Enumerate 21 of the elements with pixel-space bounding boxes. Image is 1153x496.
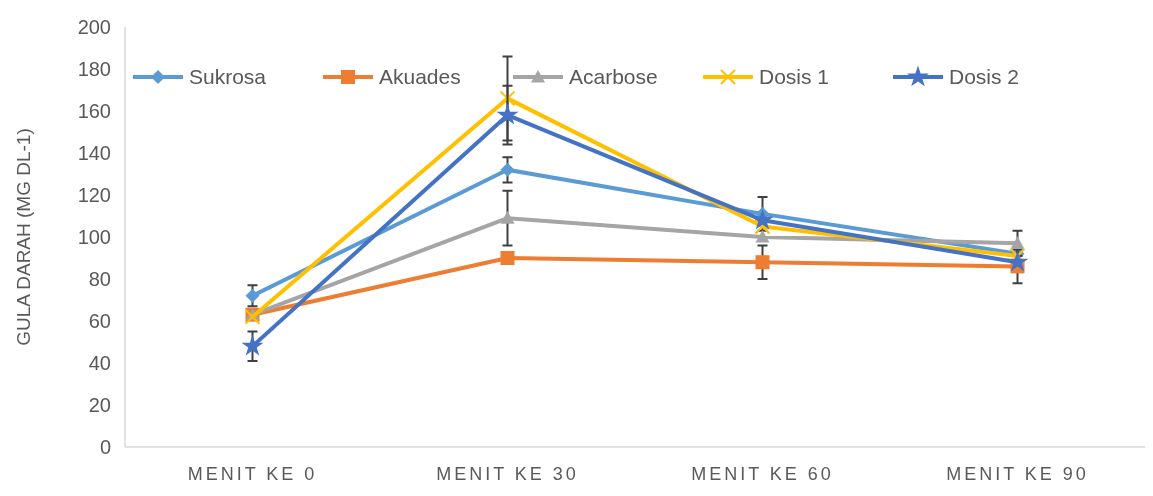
x-tick-label: MENIT KE 60 xyxy=(691,464,834,484)
legend-label: Dosis 1 xyxy=(759,65,830,89)
y-tick-label: 20 xyxy=(88,394,111,416)
y-tick-label: 180 xyxy=(77,58,111,80)
y-tick-label: 140 xyxy=(77,142,111,164)
y-tick-label: 60 xyxy=(88,310,111,332)
x-tick-label: MENIT KE 30 xyxy=(436,464,579,484)
y-tick-label: 80 xyxy=(88,268,111,290)
legend-label: Sukrosa xyxy=(189,65,267,89)
y-tick-label: 0 xyxy=(99,436,111,458)
legend-label: Akuades xyxy=(379,65,461,89)
y-tick-label: 200 xyxy=(77,16,111,38)
y-tick-label: 120 xyxy=(77,184,111,206)
y-tick-label: 40 xyxy=(88,352,111,374)
y-axis-title: GULA DARAH (MG DL-1) xyxy=(13,128,34,346)
y-tick-label: 100 xyxy=(77,226,111,248)
legend-label: Dosis 2 xyxy=(949,65,1020,89)
x-tick-label: MENIT KE 90 xyxy=(946,464,1089,484)
y-tick-label: 160 xyxy=(77,100,111,122)
legend-label: Acarbose xyxy=(569,65,658,89)
x-tick-label: MENIT KE 0 xyxy=(187,464,318,484)
